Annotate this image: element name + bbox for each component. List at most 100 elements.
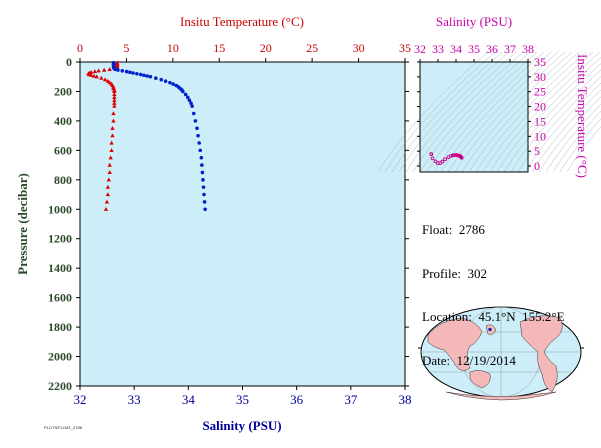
temperature-point: [112, 92, 117, 96]
temperature-point: [109, 140, 114, 145]
density-contour: [524, 82, 601, 173]
ts-sal-tick-label: 38: [522, 42, 534, 56]
salinity-point: [200, 163, 204, 167]
temp-tick-label: 5: [123, 41, 129, 55]
sal-tick-label: 32: [74, 392, 87, 407]
temp-tick-label: 30: [353, 41, 365, 55]
density-contour: [377, 51, 489, 173]
sal-tick-label: 33: [128, 392, 141, 407]
temperature-point: [110, 125, 115, 130]
profile-chart: Insitu Temperature (°C) Salinity (PSU) P…: [15, 14, 412, 433]
sal-tick-label: 37: [344, 392, 358, 407]
salinity-point: [199, 155, 204, 160]
temperature-point: [109, 148, 114, 152]
salinity-point: [124, 69, 129, 74]
temperature-point: [112, 100, 117, 105]
temperature-series: [86, 60, 120, 211]
ts-temp-tick-label: 25: [534, 85, 546, 99]
ts-sal-tick-label: 33: [432, 42, 444, 56]
ts-point: [433, 159, 438, 164]
salinity-point: [145, 74, 149, 78]
temperature-point: [96, 68, 101, 73]
temperature-point: [107, 67, 112, 71]
bottom-axis-title: Salinity (PSU): [202, 418, 281, 433]
temperature-axis-ticks: 0 5 10 15 20 25 30 35: [77, 41, 411, 62]
density-contour: [545, 103, 601, 173]
ts-point: [440, 159, 445, 164]
temperature-point: [108, 155, 113, 160]
temperature-point: [111, 111, 116, 116]
salinity-point: [181, 89, 185, 94]
ts-sal-tick-label: 37: [504, 42, 516, 56]
density-contour: [468, 51, 580, 173]
salinity-point: [185, 95, 190, 100]
temperature-point: [112, 103, 117, 108]
temperature-point: [92, 69, 98, 74]
temperature-point: [91, 73, 97, 78]
density-contour: [440, 51, 552, 173]
pressure-tick-label: 600: [54, 143, 72, 157]
map-land: [427, 315, 563, 401]
ts-temp-tick-label: 30: [534, 70, 546, 84]
footer-code: PLOTS/FLOAT_2786: [44, 425, 82, 430]
temp-tick-label: 10: [167, 41, 179, 55]
pressure-tick-label: 1200: [48, 232, 72, 246]
density-contour: [384, 51, 496, 173]
profile-plot-area: [79, 61, 406, 387]
density-contour: [475, 51, 587, 173]
ts-sal-tick-label: 32: [414, 42, 426, 56]
temp-tick-label: 35: [399, 41, 411, 55]
temperature-point: [94, 74, 99, 79]
float-info: Float: 2786 Profile: 302 Location: 45.1°…: [422, 194, 565, 383]
temperature-point: [88, 72, 94, 77]
temperature-point: [110, 133, 115, 138]
temperature-point: [111, 118, 116, 123]
temperature-point: [104, 199, 110, 204]
salinity-point: [183, 92, 188, 97]
pressure-tick-label: 2000: [48, 350, 72, 364]
salinity-point: [154, 76, 158, 80]
salinity-point: [198, 148, 203, 153]
salinity-point: [131, 71, 135, 75]
temperature-point: [112, 97, 117, 102]
salinity-point: [159, 77, 164, 82]
density-contour: [552, 110, 601, 173]
ts-sal-tick-label: 36: [486, 42, 498, 56]
top-axis-title: Insitu Temperature (°C): [180, 14, 304, 29]
salinity-point: [171, 82, 175, 86]
density-contour: [461, 51, 573, 173]
ts-temp-tick-label: 35: [534, 55, 546, 69]
salinity-point: [201, 185, 206, 189]
density-contour: [447, 51, 559, 173]
ts-point: [449, 154, 453, 158]
salinity-point: [120, 69, 125, 73]
ts-point: [430, 156, 435, 161]
temperature-point: [101, 67, 107, 72]
density-contour: [538, 96, 601, 173]
world-map: [418, 306, 584, 401]
pressure-tick-label: 1600: [48, 291, 72, 305]
temperature-point: [105, 192, 111, 197]
ts-top-axis-title: Salinity (PSU): [436, 14, 512, 29]
pressure-tick-label: 1800: [48, 320, 72, 334]
salinity-point: [202, 200, 207, 204]
ts-sal-tick-label: 35: [468, 42, 480, 56]
density-contour: [496, 57, 601, 173]
pressure-tick-label: 2200: [48, 379, 72, 393]
sal-tick-label: 36: [290, 392, 304, 407]
float-id: Float: 2786: [422, 222, 485, 237]
density-contour: [419, 51, 531, 173]
salinity-point: [142, 73, 146, 78]
ts-plot-area: [419, 61, 529, 173]
salinity-point: [197, 141, 201, 145]
salinity-axis-ticks: 32 33 34 35 36 37 38: [74, 386, 412, 407]
ts-temp-tick-label: 0: [534, 159, 540, 173]
ts-diagram: Salinity (PSU) Insitu Temperature (°C) 3…: [377, 14, 601, 178]
temperature-point: [103, 206, 109, 211]
sal-tick-label: 38: [399, 392, 412, 407]
sal-tick-label: 35: [236, 392, 249, 407]
salinity-point: [202, 192, 206, 197]
temp-tick-label: 0: [77, 41, 83, 55]
temp-tick-label: 25: [306, 41, 318, 55]
